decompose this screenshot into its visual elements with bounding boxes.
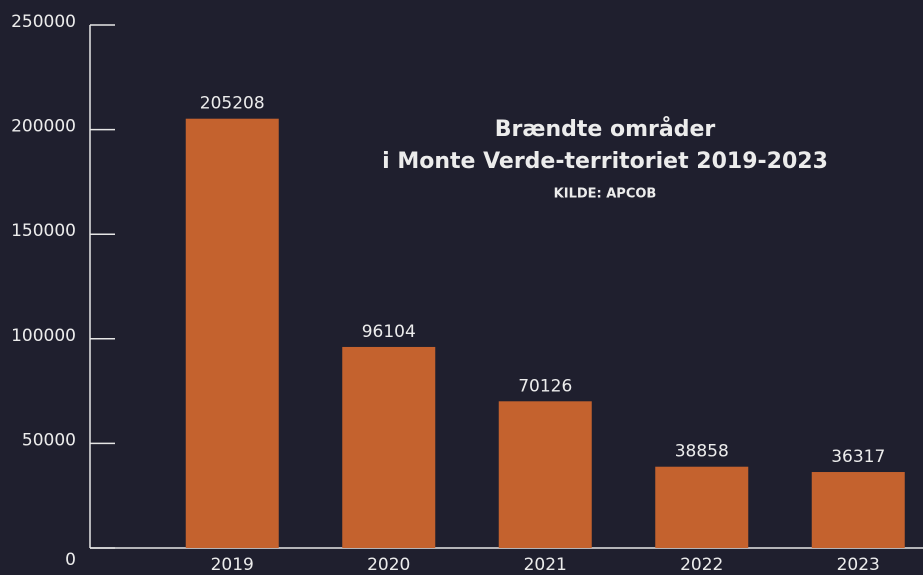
y-tick-label: 200000 (11, 117, 76, 137)
x-tick-label: 2021 (524, 555, 567, 575)
y-tick-label: 100000 (11, 326, 76, 346)
x-tick-label: 2019 (211, 555, 254, 575)
value-label: 38858 (675, 442, 729, 462)
y-tick-label: 150000 (11, 221, 76, 241)
value-label: 205208 (200, 94, 265, 114)
x-tick-label: 2023 (837, 555, 880, 575)
value-label: 36317 (831, 447, 885, 467)
x-tick-label: 2022 (680, 555, 723, 575)
bar (655, 466, 749, 548)
chart-title: i Monte Verde-territoriet 2019-2023 (382, 149, 828, 174)
y-tick-label: 250000 (11, 12, 76, 32)
x-tick-label: 2020 (367, 555, 410, 575)
bar (185, 118, 279, 548)
chart-subtitle: KILDE: APCOB (554, 187, 657, 202)
chart-title: Brændte områder (495, 116, 716, 142)
bar (811, 472, 905, 548)
y-tick-label: 0 (65, 550, 76, 570)
value-label: 70126 (518, 376, 572, 396)
bar (498, 401, 592, 548)
value-label: 96104 (362, 322, 416, 342)
bar (342, 346, 436, 548)
y-tick-label: 50000 (22, 430, 76, 450)
